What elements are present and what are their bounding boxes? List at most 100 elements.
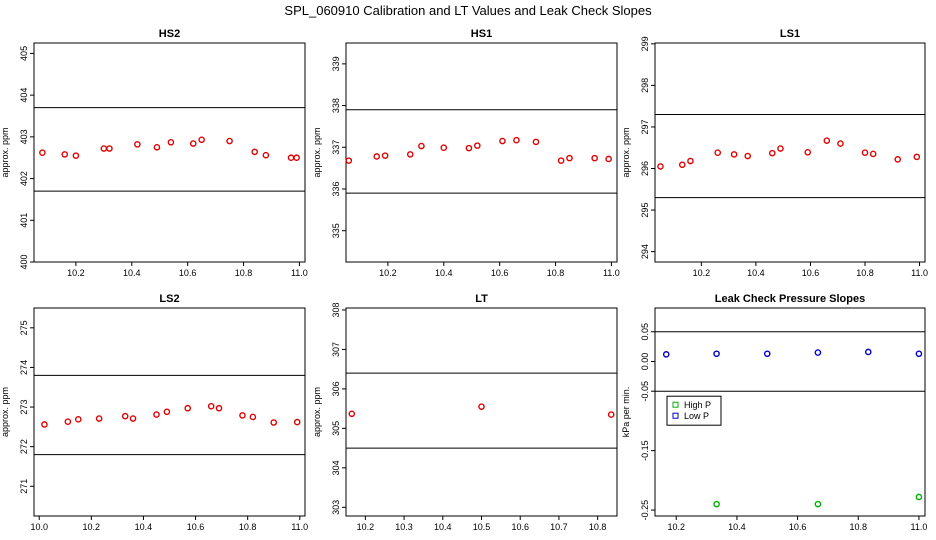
data-point	[814, 349, 822, 356]
data-point	[474, 142, 481, 149]
y-tick-label: 403	[19, 129, 29, 144]
data-point	[163, 408, 171, 416]
x-tick-label: 10.4	[123, 268, 141, 278]
y-tick-label: 305	[331, 421, 341, 436]
data-point	[100, 145, 108, 152]
y-tick-label: 405	[19, 46, 29, 61]
plot-frame	[345, 42, 618, 263]
x-tick-label: 10.3	[395, 522, 413, 532]
x-tick-label: 10.5	[473, 522, 491, 532]
data-point	[215, 404, 223, 412]
data-point	[861, 149, 869, 157]
y-tick-label: 306	[331, 381, 341, 396]
data-point	[440, 144, 448, 152]
data-point	[804, 148, 812, 156]
plot-frame	[654, 42, 926, 263]
x-tick-label: 10.4	[435, 268, 453, 278]
y-tick-label: -0.25	[640, 500, 650, 521]
data-point	[239, 412, 246, 419]
data-point	[121, 412, 129, 420]
x-tick-label: 10.8	[547, 268, 565, 278]
y-tick-label: 0.00	[640, 353, 650, 371]
data-point	[763, 350, 771, 358]
y-tick-label: 307	[331, 342, 341, 357]
data-point	[348, 410, 356, 418]
plot-frame	[654, 307, 926, 517]
data-point	[915, 493, 923, 501]
plot-frame	[345, 307, 618, 517]
y-tick-label: 271	[19, 479, 29, 494]
data-point	[837, 140, 844, 147]
x-tick-label: 10.4	[747, 268, 765, 278]
data-point	[134, 141, 141, 148]
x-tick-label: 10.0	[30, 522, 48, 532]
data-point	[345, 157, 353, 164]
y-tick-label: 297	[640, 119, 650, 134]
panel-title: LS2	[159, 293, 179, 305]
x-tick-label: 10.2	[67, 268, 85, 278]
x-tick-label: 10.2	[357, 522, 375, 532]
data-point	[287, 154, 295, 162]
y-tick-label: 0.05	[640, 323, 650, 341]
data-point	[864, 348, 872, 356]
panel-1: HS1 approx. ppm 10.2 10.4 10.6 10.8 11.0 335 336…	[312, 28, 620, 278]
data-point	[768, 149, 776, 157]
x-tick-label: 11.0	[603, 268, 620, 278]
y-axis-label: approx. ppm	[621, 127, 631, 177]
x-tick-label: 11.0	[911, 268, 928, 278]
x-tick-label: 11.0	[291, 268, 308, 278]
y-tick-label: 304	[331, 460, 341, 475]
data-point	[714, 149, 722, 157]
x-tick-label: 10.8	[856, 268, 874, 278]
y-tick-label: 294	[640, 244, 650, 259]
y-tick-label: 401	[19, 213, 29, 228]
data-point	[41, 421, 48, 428]
y-tick-label: -0.05	[640, 381, 650, 402]
data-point	[678, 161, 686, 169]
panel-title: HS1	[471, 28, 492, 40]
data-point	[184, 404, 192, 412]
legend-marker	[672, 401, 679, 408]
data-point	[251, 148, 259, 156]
x-tick-label: 10.6	[802, 268, 820, 278]
legend-marker	[672, 412, 679, 419]
plot-frame	[33, 42, 306, 263]
data-point	[499, 137, 506, 145]
data-point	[894, 156, 902, 163]
x-tick-label: 10.4	[135, 522, 153, 532]
x-tick-label: 10.8	[589, 522, 607, 532]
panel-2: LS1 approx. ppm 10.2 10.4 10.6 10.8 11.0 294 295…	[621, 28, 928, 278]
data-point	[153, 411, 160, 418]
data-point	[293, 418, 301, 426]
data-point	[687, 157, 694, 165]
x-tick-label: 10.2	[83, 522, 101, 532]
data-point	[513, 136, 520, 144]
x-tick-label: 10.6	[511, 522, 529, 532]
data-point	[198, 136, 205, 144]
x-tick-label: 10.6	[187, 522, 205, 532]
legend-box	[666, 395, 722, 426]
y-axis-label: approx. ppm	[0, 127, 10, 177]
data-point	[39, 149, 46, 157]
y-tick-label: 402	[19, 171, 29, 186]
figure-title: SPL_060910 Calibration and LT Values and…	[284, 3, 652, 18]
data-point	[823, 137, 831, 144]
x-tick-label: 10.8	[239, 522, 257, 532]
y-tick-label: 272	[19, 439, 29, 454]
x-tick-label: 10.4	[434, 522, 452, 532]
data-point	[406, 151, 414, 158]
x-tick-label: 10.4	[728, 522, 746, 532]
data-point	[373, 153, 381, 160]
data-point	[167, 138, 175, 146]
data-point	[662, 351, 670, 358]
panel-4: LT approx. ppm 10.2 10.3 10.4 10.5 10.6 10.7 10.…	[312, 293, 618, 532]
x-tick-label: 10.2	[667, 522, 685, 532]
data-point	[418, 142, 425, 150]
y-tick-label: 308	[331, 302, 341, 317]
plot-frame	[33, 307, 306, 517]
y-tick-label: 273	[19, 400, 29, 415]
data-point	[64, 418, 72, 426]
y-tick-label: 337	[331, 140, 341, 155]
y-axis-label: approx. ppm	[0, 387, 10, 437]
data-point	[557, 157, 565, 164]
